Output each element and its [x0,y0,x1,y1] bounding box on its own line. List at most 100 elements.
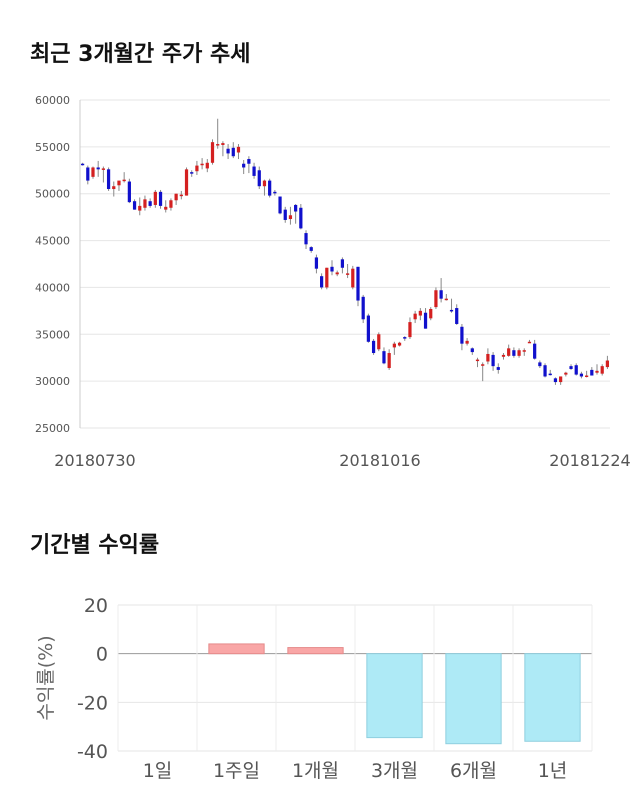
return-bar [287,647,344,655]
candle-body [533,343,537,359]
candle-body [106,169,111,190]
candle-body [543,365,547,377]
candle-y-tick-label: 25000 [35,422,70,435]
candle-y-tick-label: 50000 [35,188,70,201]
candle-body [242,163,246,168]
period-returns-title: 기간별 수익률 [30,533,160,558]
bar-x-tick-label: 1년 [538,760,568,782]
candle-body [429,308,433,319]
candle-body [351,268,355,288]
candle-body [164,206,168,210]
candle-body [455,308,459,324]
candle-body [257,170,261,187]
candle-body [91,167,95,177]
bar-y-tick-label: -20 [77,692,108,714]
candle-body [148,201,152,206]
candle-body [132,201,137,210]
candle-x-tick-label: 20181016 [339,451,420,470]
candle-body [278,196,282,214]
candle-body [564,372,568,375]
candle-body [190,172,194,174]
returns-bar-chart: 20 0 -20 -40 1일 1주일 1개월 3개월 6개월 1년 수익률(%) [35,595,593,782]
candle-body [434,290,438,308]
candle-body [273,191,277,194]
candle-body [569,366,573,369]
candle-body [517,350,521,356]
candle-body [590,369,594,376]
candle-body [158,191,163,206]
candle-body [553,378,558,383]
candle-body [496,367,500,370]
bar-x-tick-label: 1주일 [213,760,260,782]
candle-body [179,194,183,197]
candle-body [579,373,584,377]
candle-x-tick-label: 20180730 [54,451,135,470]
return-bar [445,653,502,745]
candle-body [153,191,157,205]
candle-body [112,186,116,190]
bar-x-tick-label: 6개월 [450,760,497,782]
candle-body [501,354,506,357]
candle-body [585,375,589,378]
candle-body [574,365,578,375]
candle-body [268,180,272,196]
candle-body [512,350,516,356]
candle-body [247,159,251,164]
candle-body [605,360,610,368]
candle-body [366,315,370,342]
candle-body [288,215,293,220]
candle-body [356,266,360,301]
candle-body [345,273,350,275]
candle-body [174,193,178,201]
candle-body [527,341,532,344]
candle-body [138,205,142,211]
candle-y-tick-label: 30000 [35,375,70,388]
candle-body [216,144,220,146]
candle-body [439,290,443,299]
candle-body [169,200,173,208]
bar-y-axis-label: 수익률(%) [35,635,57,720]
candle-body [538,362,542,367]
candle-body [481,364,485,366]
candle-body [309,247,313,251]
candle-body [325,267,329,288]
candle-body [335,272,339,275]
bar-x-tick-label: 1일 [143,760,173,782]
stock-trend-title: 최근 3개월간 주가 추세 [30,42,251,67]
candle-body [460,326,464,344]
candle-body [143,199,147,208]
candle-body [423,312,428,329]
candle-body [231,147,235,157]
candle-body [294,204,298,212]
return-bar [524,653,581,742]
candle-body [403,337,407,339]
candle-body [210,142,215,163]
candle-body [486,353,490,362]
candle-body [262,180,267,187]
candle-body [205,162,209,169]
candle-body [195,165,199,172]
candle-body [595,370,599,373]
candle-y-tick-label: 45000 [35,235,70,248]
candle-body [387,353,391,369]
candle-body [320,276,324,288]
candle-body [340,259,345,268]
bar-y-tick-label: 20 [84,595,108,617]
candle-body [397,342,402,346]
candle-y-tick-label: 35000 [35,328,70,341]
candle-body [122,179,126,182]
candle-body [314,257,319,269]
candle-body [408,322,412,338]
candle-body [449,309,454,312]
candle-body [252,166,256,176]
candlestick-chart: 25000 30000 35000 40000 45000 50000 55000 60000… [35,94,631,470]
return-bar [366,653,423,739]
candle-body [444,298,448,301]
candle-body [392,343,396,348]
candle-body [80,163,85,166]
candle-body [117,180,121,186]
candle-body [382,351,386,364]
candle-y-tick-label: 40000 [35,281,70,294]
candle-body [377,334,381,350]
candle-body [507,348,511,356]
